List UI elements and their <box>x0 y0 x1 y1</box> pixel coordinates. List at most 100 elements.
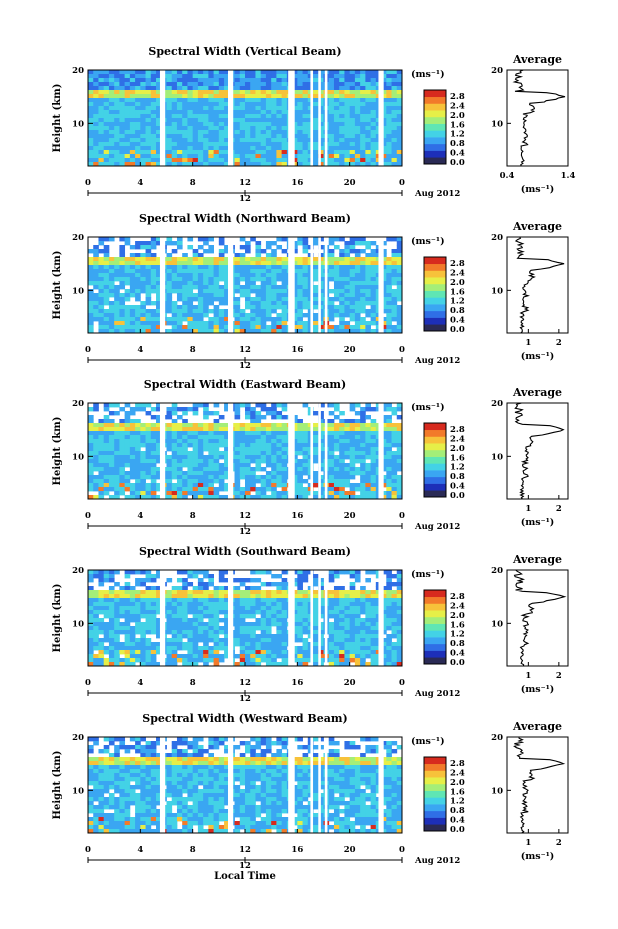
heatmap-cell <box>250 578 256 583</box>
heatmap-cell <box>381 305 387 310</box>
heatmap-cell <box>166 265 173 270</box>
heatmap-cell <box>386 162 392 167</box>
heatmap-cell <box>313 471 319 476</box>
heatmap-cell <box>224 249 230 254</box>
heatmap-cell <box>271 297 277 302</box>
heatmap-cell <box>281 297 288 302</box>
heatmap-cell <box>360 439 366 444</box>
heatmap-cell <box>103 325 110 330</box>
heatmap-cell <box>239 594 246 599</box>
heatmap-cell <box>365 606 371 611</box>
heatmap-cell <box>354 269 361 274</box>
heatmap-cell <box>302 467 309 472</box>
heatmap-cell <box>150 590 157 595</box>
heatmap-cell <box>124 455 131 460</box>
heatmap-cell <box>150 245 157 250</box>
heatmap-cell <box>281 114 288 119</box>
heatmap-cell <box>239 582 246 587</box>
heatmap-cell <box>260 305 267 310</box>
heatmap-cell <box>182 407 188 412</box>
heatmap-cell <box>344 491 351 496</box>
heatmap-cell <box>360 118 366 123</box>
heatmap-cell <box>260 451 267 456</box>
heatmap-cell <box>354 630 361 635</box>
heatmap-cell <box>271 281 277 286</box>
heatmap-cell <box>339 491 345 496</box>
heatmap-cell <box>281 158 288 163</box>
heatmap-cell <box>114 471 120 476</box>
heatmap-cell <box>339 114 345 119</box>
heatmap-cell <box>192 257 199 262</box>
heatmap-cell <box>234 487 241 492</box>
heatmap-cell <box>250 427 256 432</box>
heatmap-cell <box>260 610 267 615</box>
heatmap-cell <box>213 146 220 151</box>
heatmap-cell <box>224 321 230 326</box>
heatmap-cell <box>302 162 309 167</box>
heatmap-cell <box>297 598 303 603</box>
heatmap-cell <box>386 626 392 631</box>
heatmap-cell <box>135 423 141 428</box>
heatmap-cell <box>328 122 335 127</box>
heatmap-cell <box>140 467 146 472</box>
heatmap-cell <box>203 455 209 460</box>
heatmap-cell <box>328 574 335 579</box>
heatmap-cell <box>234 70 241 75</box>
heatmap-cell <box>145 630 152 635</box>
heatmap-cell <box>255 447 262 452</box>
heatmap-cell <box>328 598 335 603</box>
heatmap-cell <box>234 598 241 603</box>
heatmap-cell <box>129 487 136 492</box>
heatmap-cell <box>292 435 298 440</box>
heatmap-cell <box>234 407 241 412</box>
heatmap-cell <box>234 590 241 595</box>
heatmap-cell <box>98 630 105 635</box>
heatmap-cell <box>187 594 194 599</box>
heatmap-cell <box>124 586 131 591</box>
heatmap-cell <box>234 411 241 416</box>
heatmap-cell <box>166 74 173 79</box>
heatmap-cell <box>349 610 356 615</box>
heatmap-cell <box>318 281 324 286</box>
heatmap-cell <box>218 325 225 330</box>
heatmap-cell <box>250 118 256 123</box>
heatmap-cell <box>239 325 246 330</box>
heatmap-cell <box>197 110 204 115</box>
heatmap-cell <box>370 70 377 75</box>
heatmap-cell <box>344 626 351 631</box>
heatmap-cell <box>302 325 309 330</box>
heatmap-cell <box>365 630 371 635</box>
heatmap-cell <box>339 265 345 270</box>
heatmap-cell <box>98 479 105 484</box>
heatmap-cell <box>88 495 94 500</box>
heatmap-cell <box>328 297 335 302</box>
heatmap-cell <box>318 630 324 635</box>
heatmap-cell <box>145 313 152 318</box>
heatmap-cell <box>239 475 246 480</box>
heatmap-cell <box>245 325 251 330</box>
heatmap-cell <box>239 435 246 440</box>
heatmap-cell <box>360 289 366 294</box>
heatmap-cell <box>297 130 303 135</box>
heatmap-cell <box>260 403 267 408</box>
heatmap-cell <box>344 293 351 298</box>
heatmap-cell <box>381 447 387 452</box>
heatmap-cell <box>150 146 157 151</box>
heatmap-cell <box>124 451 131 456</box>
heatmap-cell <box>103 110 110 115</box>
heatmap-cell <box>135 403 141 408</box>
heatmap-cell <box>166 122 173 127</box>
heatmap-cell <box>197 82 204 87</box>
heatmap-cell <box>255 309 262 314</box>
heatmap-cell <box>108 98 115 103</box>
heatmap-cell <box>349 329 356 334</box>
heatmap-cell <box>93 265 99 270</box>
heatmap-cell <box>98 130 105 135</box>
heatmap-cell <box>313 150 319 155</box>
heatmap-cell <box>187 451 194 456</box>
heatmap-cell <box>391 610 398 615</box>
heatmap-cell <box>176 142 183 147</box>
heatmap-cell <box>370 435 377 440</box>
heatmap-cell <box>88 102 94 107</box>
heatmap-cell <box>224 309 230 314</box>
